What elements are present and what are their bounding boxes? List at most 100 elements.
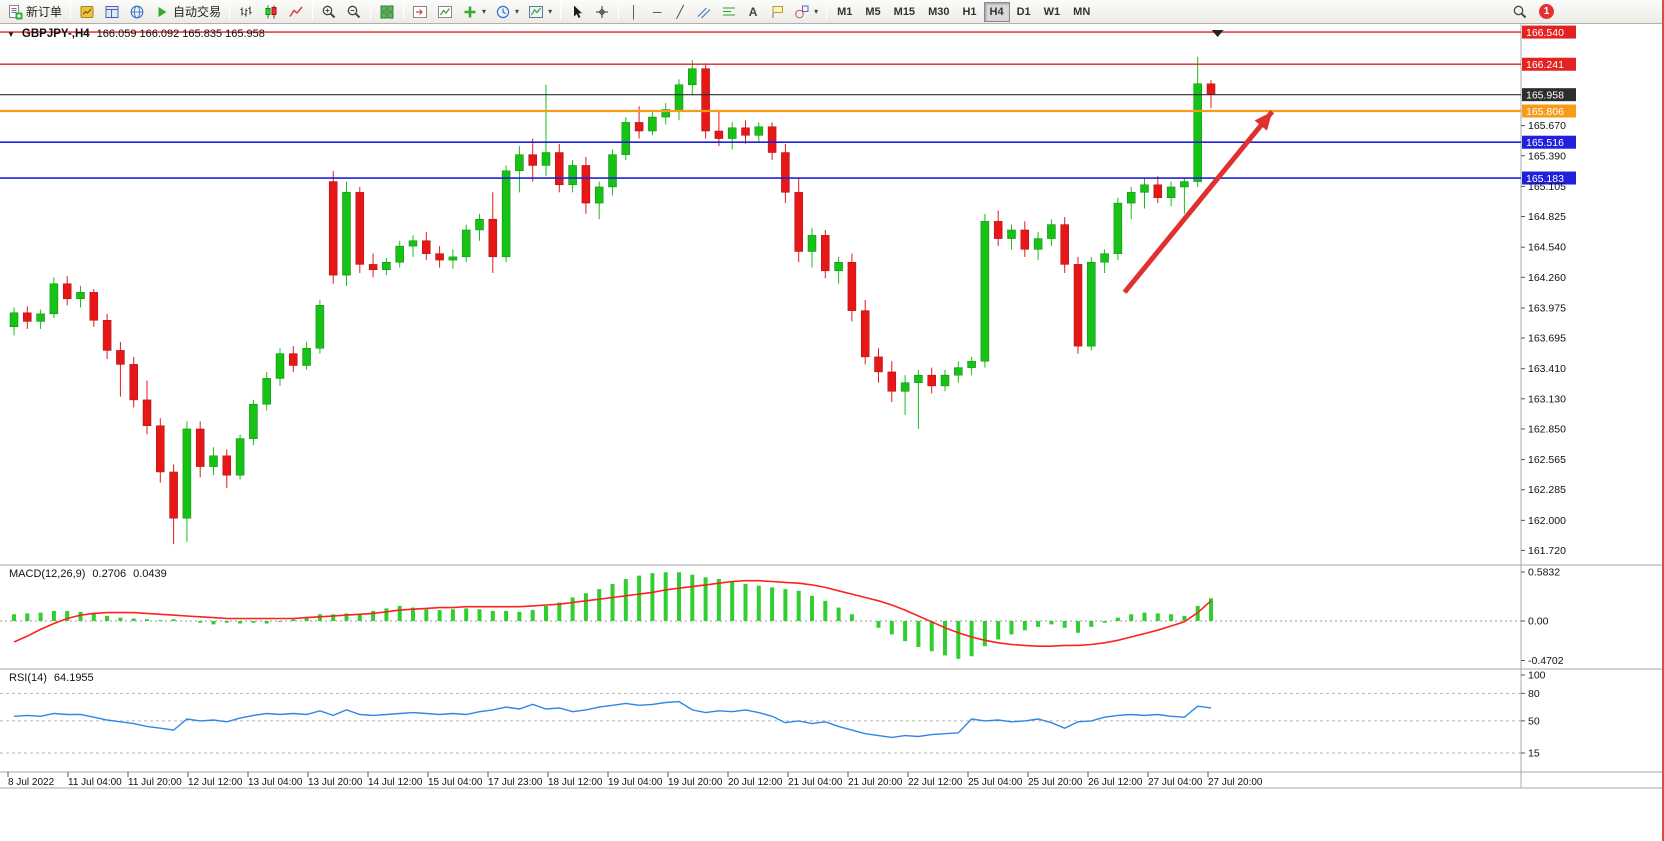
toolbar-separator [229, 3, 231, 20]
trendline-button[interactable]: ╱ [669, 2, 691, 22]
chart-symbol-period: GBPJPY-,H4 [21, 28, 90, 40]
autotrading-play-icon [158, 6, 167, 17]
market-watch-button[interactable] [75, 2, 99, 22]
macd-signal-value: 0.0439 [133, 568, 167, 580]
rsi-value: 64.1955 [53, 672, 94, 684]
candlestick-chart-button[interactable] [259, 2, 283, 22]
price-axis-label: 162.285 [1528, 484, 1566, 496]
templates-button[interactable]: ▾ [524, 2, 556, 22]
bar-chart-button[interactable] [234, 2, 258, 22]
chart-area[interactable]: 166.540 166.241 165.958 165.806 165.516 165.1… [0, 24, 1664, 841]
search-button[interactable] [1508, 2, 1532, 22]
price-axis-label: 163.410 [1528, 363, 1566, 375]
channel-button[interactable] [692, 2, 716, 22]
toolbar-separator [560, 3, 562, 20]
timeframe-button-m15[interactable]: M15 [888, 2, 921, 22]
time-axis-label: 13 Jul 20:00 [308, 777, 363, 788]
time-axis-label: 8 Jul 2022 [8, 777, 55, 788]
zoom-in-button[interactable] [317, 2, 341, 22]
timeframe-button-m30[interactable]: M30 [922, 2, 955, 22]
chart-shift-marker-icon [1211, 30, 1224, 37]
auto-trading-button[interactable]: 自动交易 [150, 2, 225, 22]
cursor-button[interactable] [565, 2, 589, 22]
candlestick-chart-icon [265, 5, 277, 18]
rsi-axis-label: 100 [1528, 670, 1546, 682]
price-axis-label: 163.695 [1528, 333, 1566, 345]
shapes-icon [795, 5, 809, 18]
trend-arrow-annotation[interactable] [1122, 110, 1275, 294]
data-window-button[interactable] [100, 2, 124, 22]
price-tag-165.958 [1522, 88, 1576, 102]
toolbar: 新订单 自动交易 [0, 0, 1664, 24]
add-indicator-button[interactable]: ▾ [458, 2, 490, 22]
time-axis-label: 14 Jul 12:00 [368, 777, 423, 788]
macd-indicator-label: MACD(12,26,9) 0.2706 0.0439 [9, 568, 167, 580]
auto-scroll-button[interactable] [433, 2, 457, 22]
time-axis-label: 21 Jul 20:00 [848, 777, 903, 788]
vertical-line-button[interactable]: │ [623, 2, 645, 22]
rsi-line [13, 700, 1212, 739]
chart-title: ▼ GBPJPY-,H4 166.059 166.092 165.835 165… [7, 28, 265, 40]
rsi-indicator-label: RSI(14) 64.1955 [9, 672, 94, 684]
zoom-out-button[interactable] [342, 2, 366, 22]
periods-clock-icon [496, 5, 510, 18]
timeframe-button-m1[interactable]: M1 [831, 2, 858, 22]
macd-axis-label: 0.00 [1528, 616, 1549, 628]
text-icon: A [748, 4, 758, 19]
price-tag-label: 165.806 [1526, 106, 1564, 118]
horizontal-line-button[interactable]: ─ [646, 2, 668, 22]
chart-shift-button[interactable] [408, 2, 432, 22]
text-tool-button[interactable]: A [742, 2, 764, 22]
price-tag-165.183 [1522, 171, 1576, 185]
rsi-axis-label: 15 [1528, 748, 1540, 760]
symbol-marker-icon: ▼ [7, 29, 15, 39]
price-axis-label: 162.850 [1528, 423, 1566, 435]
toolbar-separator [826, 3, 828, 20]
fibonacci-button[interactable] [717, 2, 741, 22]
timeframe-button-h1[interactable]: H1 [956, 2, 982, 22]
time-axis-label: 11 Jul 04:00 [68, 777, 122, 788]
time-axis-label: 19 Jul 04:00 [608, 777, 663, 788]
zoom-in-icon [322, 5, 336, 18]
new-order-label: 新订单 [26, 5, 63, 19]
crosshair-button[interactable] [590, 2, 614, 22]
macd-axis-label: -0.4702 [1528, 655, 1564, 667]
new-order-button[interactable]: 新订单 [3, 2, 66, 22]
template-icon [529, 5, 544, 18]
timeframe-button-h4[interactable]: H4 [983, 1, 1010, 22]
periods-button[interactable]: ▾ [491, 2, 523, 22]
web-terminal-button[interactable] [125, 2, 149, 22]
timeframe-button-w1[interactable]: W1 [1038, 2, 1067, 22]
timeframe-button-d1[interactable]: D1 [1011, 2, 1037, 22]
label-tool-button[interactable] [765, 2, 789, 22]
price-tag-label: 165.958 [1526, 90, 1564, 102]
time-axis: 8 Jul 2022 11 Jul 04:00 11 Jul 20:00 12 Jul… [7, 772, 1263, 788]
time-axis-label: 20 Jul 12:00 [728, 777, 783, 788]
chevron-down-icon: ▾ [515, 7, 520, 16]
vertical-line-icon: │ [630, 4, 638, 19]
price-tag-label: 166.540 [1526, 27, 1564, 39]
time-axis-label: 27 Jul 20:00 [1208, 777, 1263, 788]
market-watch-icon [80, 5, 94, 18]
chevron-down-icon: ▾ [548, 7, 553, 16]
time-axis-label: 18 Jul 12:00 [548, 777, 603, 788]
macd-name: MACD(12,26,9) [9, 568, 86, 580]
trendline-icon: ╱ [676, 4, 684, 19]
price-tag-label: 165.516 [1526, 137, 1564, 149]
timeframe-button-m5[interactable]: M5 [859, 2, 886, 22]
line-chart-button[interactable] [284, 2, 308, 22]
toolbar-separator [70, 3, 72, 20]
notification-badge[interactable]: 1 [1539, 4, 1554, 19]
tile-windows-button[interactable] [375, 2, 399, 22]
price-axis-label: 162.000 [1528, 515, 1566, 527]
price-tag-165.806 [1522, 104, 1576, 118]
timeframe-button-mn[interactable]: MN [1067, 2, 1096, 22]
horizontal-lines[interactable]: 166.540 166.241 165.958 165.806 165.516 165.1… [0, 25, 1576, 185]
price-axis-label: 163.130 [1528, 393, 1566, 405]
time-axis-label: 12 Jul 12:00 [188, 777, 243, 788]
price-axis-label: 164.825 [1528, 211, 1566, 223]
line-chart-icon [289, 6, 303, 17]
shapes-button[interactable]: ▾ [790, 2, 822, 22]
cursor-icon [574, 5, 583, 18]
macd-axis-label: 0.5832 [1528, 567, 1560, 579]
